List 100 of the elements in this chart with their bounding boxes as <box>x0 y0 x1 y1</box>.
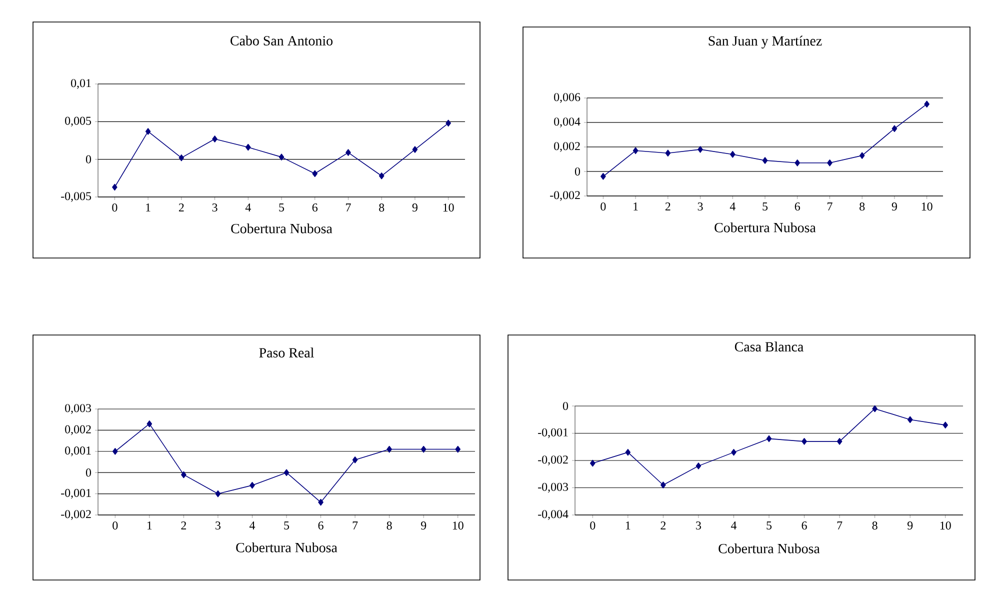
x-tick-label: 7 <box>352 522 358 530</box>
x-tick-label: 0 <box>600 202 606 211</box>
x-tick-label: 7 <box>828 202 832 210</box>
point <box>246 144 251 151</box>
x-tick-label: 0 <box>112 204 118 212</box>
point <box>924 100 930 108</box>
x-tick-label: 3 <box>212 203 218 212</box>
y-tick-label: 0,001 <box>65 446 91 456</box>
point <box>146 420 152 428</box>
point <box>112 184 118 191</box>
y-tick-label: -0,002 <box>61 510 91 520</box>
x-tick-label: 6 <box>318 522 324 530</box>
point <box>420 446 426 453</box>
x-tick-label: 4 <box>245 203 251 212</box>
x-tick-label: 4 <box>730 202 736 210</box>
x-tick-label: 5 <box>766 522 772 530</box>
point <box>352 456 358 464</box>
point <box>284 469 290 476</box>
point <box>802 438 807 445</box>
x-tick-label: 2 <box>665 202 670 210</box>
y-tick-label: 0,003 <box>65 404 92 414</box>
point <box>446 120 451 127</box>
x-tick-label: 5 <box>279 204 284 212</box>
y-tick-label: -0,002 <box>550 191 580 201</box>
point <box>762 157 768 164</box>
x-tick-label: 2 <box>660 522 666 530</box>
x-tick-label: 7 <box>346 204 351 212</box>
point <box>794 160 800 166</box>
x-tick-label: 6 <box>312 203 318 212</box>
point <box>378 172 384 180</box>
point <box>698 146 703 153</box>
x-tick-label: 10 <box>452 522 464 530</box>
x-tick-label: 5 <box>762 202 768 210</box>
x-tick-label: 0 <box>590 522 596 530</box>
y-tick-label: -0,003 <box>538 482 568 493</box>
point <box>696 462 702 470</box>
point <box>731 448 736 456</box>
x-tick-label: 3 <box>216 522 220 530</box>
y-tick-label: 0,002 <box>65 425 91 436</box>
point <box>836 438 842 445</box>
y-tick-label: 0,002 <box>554 142 580 152</box>
point <box>730 150 736 158</box>
x-axis-title: Cobertura Nubosa <box>236 542 338 552</box>
x-tick-label: 3 <box>696 522 701 530</box>
point <box>907 416 913 424</box>
x-tick-label: 6 <box>794 202 800 211</box>
chart-title: San Juan y Martínez <box>708 36 822 48</box>
x-axis-title: Cobertura Nubosa <box>714 222 816 232</box>
x-tick-label: 9 <box>412 203 418 212</box>
x-tick-label: 9 <box>421 522 426 530</box>
point <box>215 490 221 498</box>
x-tick-label: 9 <box>892 202 897 211</box>
point <box>600 172 606 180</box>
x-tick-label: 5 <box>284 522 290 530</box>
x-tick-label: 8 <box>872 522 878 530</box>
x-tick-label: 10 <box>443 204 454 212</box>
point <box>625 448 631 456</box>
x-tick-label: 1 <box>146 204 150 212</box>
point <box>660 482 666 488</box>
y-tick-label: -0,001 <box>61 488 91 499</box>
chart-title: Paso Real <box>259 348 314 358</box>
x-tick-label: 8 <box>860 202 865 211</box>
point <box>942 422 948 428</box>
point <box>312 170 318 178</box>
x-axis-title: Cobertura Nubosa <box>231 223 332 234</box>
point <box>766 435 772 442</box>
x-tick-label: 1 <box>634 202 638 210</box>
point <box>665 150 671 157</box>
y-tick-label: -0,001 <box>538 428 568 438</box>
point <box>872 405 878 412</box>
point <box>892 125 898 132</box>
point <box>178 154 184 162</box>
y-tick-label: 0 <box>574 167 580 176</box>
point <box>112 448 118 455</box>
y-tick-label: 0 <box>562 402 568 410</box>
x-tick-label: 2 <box>178 203 184 212</box>
y-tick-label: 0 <box>86 468 92 477</box>
y-tick-label: 0 <box>86 155 92 164</box>
point <box>632 147 638 154</box>
x-tick-label: 10 <box>940 522 951 530</box>
point <box>412 146 418 153</box>
x-tick-label: 4 <box>249 522 256 530</box>
y-tick-label: -0,005 <box>61 192 92 202</box>
chart-title: Cabo San Antonio <box>230 36 333 46</box>
y-tick-label: -0,002 <box>538 456 568 466</box>
x-tick-label: 6 <box>802 522 807 530</box>
y-tick-label: 0,006 <box>554 93 580 103</box>
point <box>590 460 596 467</box>
point <box>212 136 218 142</box>
point <box>318 498 324 506</box>
x-tick-label: 2 <box>181 522 186 530</box>
y-tick-label: 0,005 <box>65 116 92 127</box>
point <box>278 154 284 160</box>
x-tick-label: 1 <box>147 522 152 530</box>
chart-title: Casa Blanca <box>734 342 804 352</box>
x-tick-label: 3 <box>698 202 703 211</box>
x-tick-label: 10 <box>922 202 932 211</box>
x-tick-label: 7 <box>837 522 842 530</box>
point <box>827 160 832 166</box>
point <box>346 149 351 156</box>
